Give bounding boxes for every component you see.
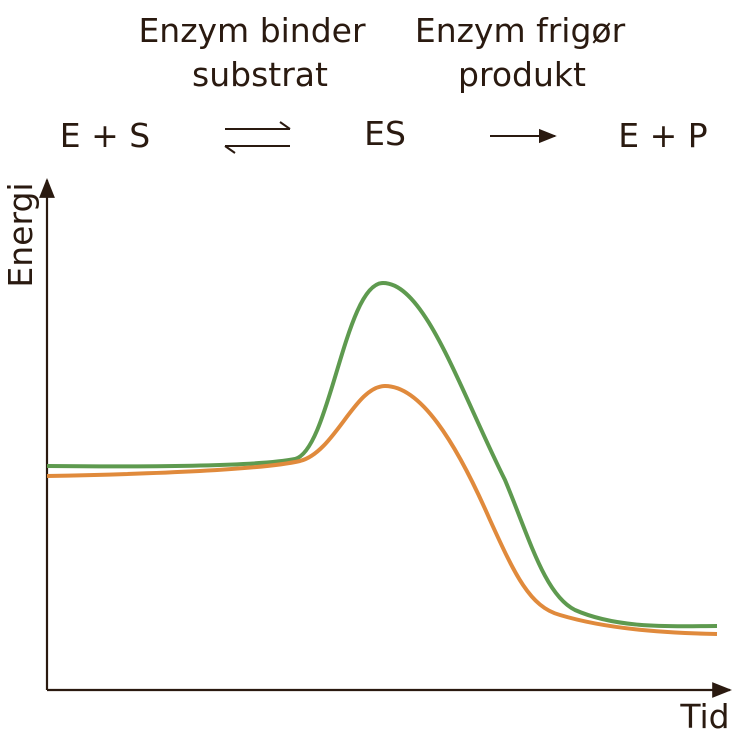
step-label: produkt [458,55,586,94]
y-axis-label: Energi [1,182,40,287]
state-label: ES [364,114,406,153]
step-label: substrat [192,55,328,94]
reaction-arrows [224,121,557,154]
axes [39,178,732,698]
step-label: Enzym frigør [415,11,626,50]
state-label: E + S [60,116,150,155]
step-label: Enzym binder [138,11,366,50]
catalyzed-curve [46,383,718,636]
state-label: E + P [618,116,707,155]
uncatalyzed-curve [46,280,718,629]
x-axis-label: Tid [679,697,729,735]
